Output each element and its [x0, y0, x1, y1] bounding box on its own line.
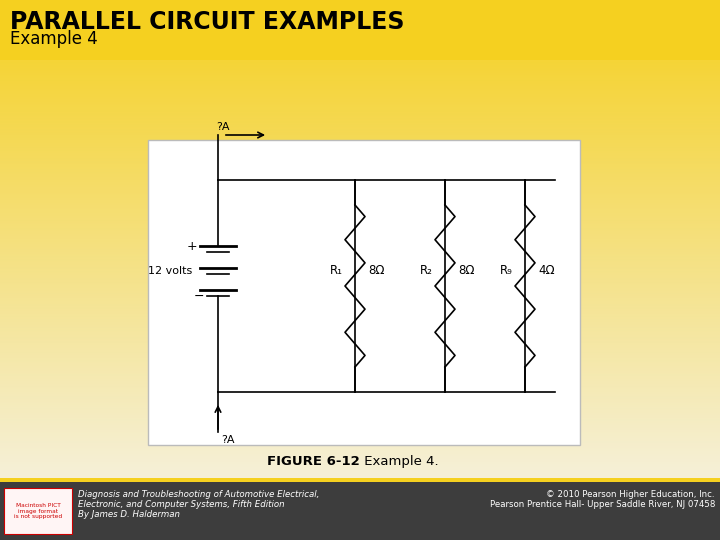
- Text: +: +: [186, 240, 197, 253]
- Text: Example 4: Example 4: [10, 30, 98, 48]
- Bar: [4, 488, 72, 534]
- Text: R₂: R₂: [420, 265, 433, 278]
- Bar: [0, 0, 720, 60]
- Bar: [148, 140, 580, 445]
- Text: FIGURE 6-12: FIGURE 6-12: [267, 455, 360, 468]
- Text: −: −: [194, 289, 204, 302]
- Bar: [0, 482, 720, 540]
- Text: R₁: R₁: [330, 265, 343, 278]
- Text: 8Ω: 8Ω: [458, 265, 474, 278]
- Text: Example 4.: Example 4.: [360, 455, 438, 468]
- Text: 4Ω: 4Ω: [538, 265, 554, 278]
- Text: 8Ω: 8Ω: [368, 265, 384, 278]
- Text: Diagnosis and Troubleshooting of Automotive Electrical,: Diagnosis and Troubleshooting of Automot…: [78, 490, 320, 499]
- Text: PARALLEL CIRCUIT EXAMPLES: PARALLEL CIRCUIT EXAMPLES: [10, 10, 405, 34]
- Text: Pearson Prentice Hall- Upper Saddle River, NJ 07458: Pearson Prentice Hall- Upper Saddle Rive…: [490, 500, 715, 509]
- Text: 12 volts: 12 volts: [148, 266, 192, 276]
- Text: Electronic, and Computer Systems, Fifth Edition: Electronic, and Computer Systems, Fifth …: [78, 500, 284, 509]
- Text: Macintosh PICT
image format
is not supported: Macintosh PICT image format is not suppo…: [14, 503, 62, 519]
- Text: © 2010 Pearson Higher Education, Inc.: © 2010 Pearson Higher Education, Inc.: [546, 490, 715, 499]
- Text: R₉: R₉: [500, 265, 513, 278]
- Text: ?A: ?A: [221, 435, 235, 445]
- Text: ?A: ?A: [216, 122, 230, 132]
- Text: By James D. Halderman: By James D. Halderman: [78, 510, 180, 519]
